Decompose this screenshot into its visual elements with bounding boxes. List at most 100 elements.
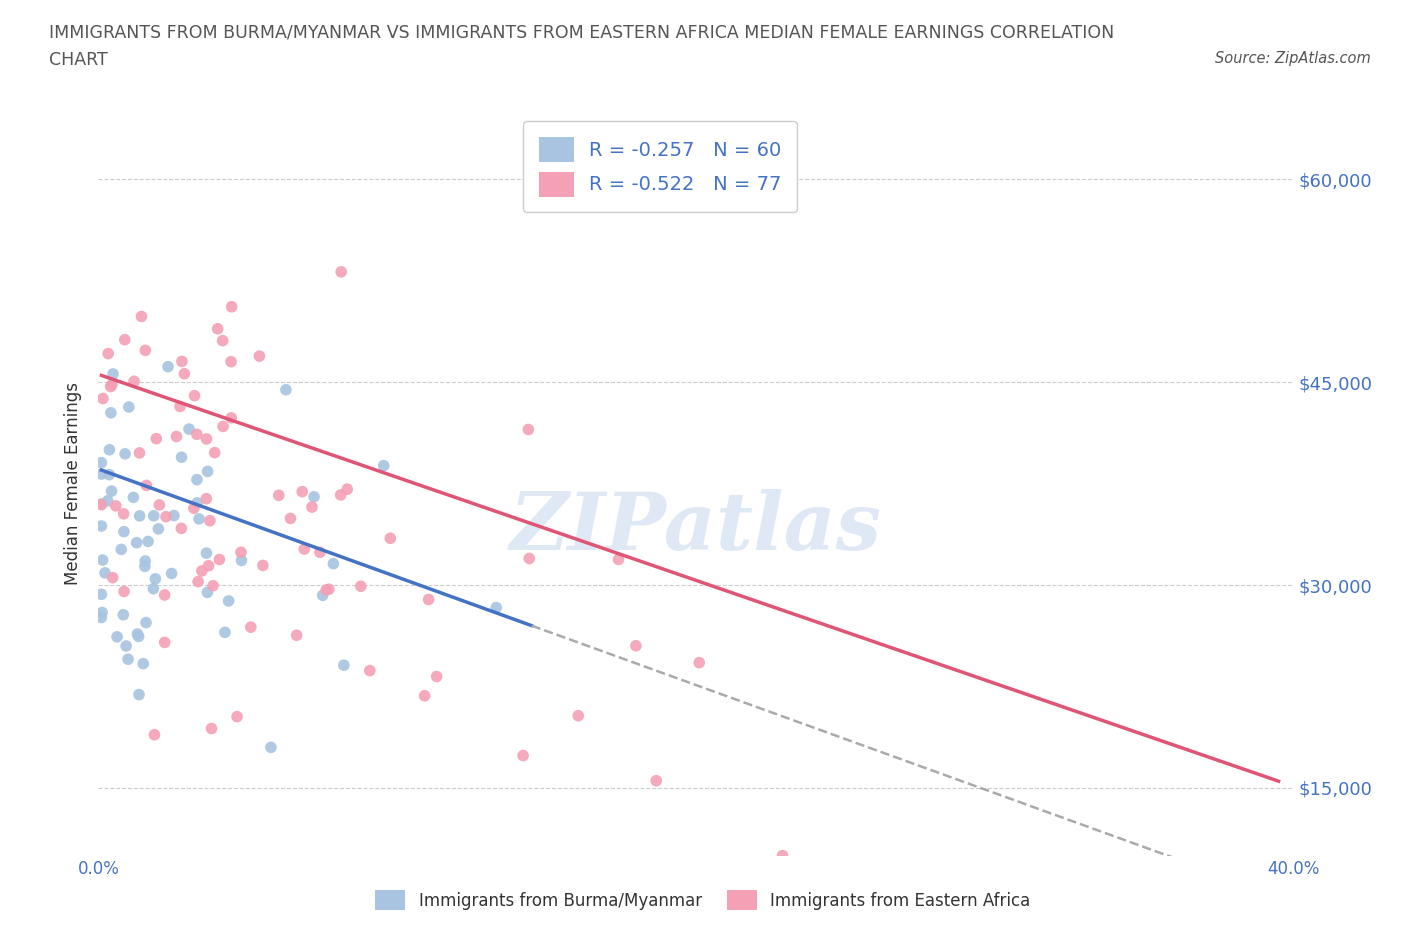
Point <box>226 710 249 724</box>
Point <box>100 405 122 420</box>
Point <box>114 332 136 347</box>
Point <box>191 564 214 578</box>
Point <box>142 581 165 596</box>
Point <box>688 655 710 670</box>
Point <box>187 574 209 589</box>
Point <box>101 366 124 381</box>
Point <box>170 354 193 369</box>
Point <box>207 322 229 337</box>
Point <box>219 410 242 425</box>
Point <box>350 578 373 593</box>
Point <box>153 588 176 603</box>
Point <box>114 446 136 461</box>
Point <box>426 669 449 684</box>
Point <box>90 456 112 471</box>
Point <box>170 450 193 465</box>
Point <box>291 485 314 499</box>
Point <box>211 333 233 348</box>
Point <box>90 587 112 602</box>
Point <box>231 553 253 568</box>
Point <box>118 400 141 415</box>
Point <box>90 467 112 482</box>
Point <box>135 615 157 630</box>
Point <box>91 605 114 620</box>
Point <box>153 635 176 650</box>
Point <box>91 392 114 406</box>
Point <box>177 421 200 436</box>
Point <box>418 592 440 607</box>
Point <box>301 499 323 514</box>
Point <box>336 482 359 497</box>
Point <box>112 525 135 539</box>
Point <box>110 542 132 557</box>
Point <box>229 545 252 560</box>
Point <box>101 378 124 392</box>
Legend: R = -0.257   N = 60, R = -0.522   N = 77: R = -0.257 N = 60, R = -0.522 N = 77 <box>523 121 797 212</box>
Point <box>122 490 145 505</box>
Point <box>169 399 191 414</box>
Point <box>143 727 166 742</box>
Point <box>98 443 121 458</box>
Point <box>145 432 167 446</box>
Point <box>148 522 170 537</box>
Point <box>198 513 221 528</box>
Point <box>156 359 179 374</box>
Point <box>135 478 157 493</box>
Point <box>132 657 155 671</box>
Point <box>104 498 127 513</box>
Point <box>97 346 120 361</box>
Point <box>318 582 340 597</box>
Point <box>274 382 297 397</box>
Point <box>183 388 205 403</box>
Legend: Immigrants from Burma/Myanmar, Immigrants from Eastern Africa: Immigrants from Burma/Myanmar, Immigrant… <box>368 884 1038 917</box>
Point <box>127 627 149 642</box>
Y-axis label: Median Female Earnings: Median Female Earnings <box>65 382 83 585</box>
Point <box>302 489 325 504</box>
Point <box>186 427 208 442</box>
Point <box>142 509 165 524</box>
Point <box>134 343 156 358</box>
Point <box>218 593 240 608</box>
Text: Source: ZipAtlas.com: Source: ZipAtlas.com <box>1215 51 1371 66</box>
Point <box>155 510 177 525</box>
Point <box>772 848 794 863</box>
Point <box>292 541 315 556</box>
Point <box>200 721 222 736</box>
Point <box>128 509 150 524</box>
Point <box>517 422 540 437</box>
Point <box>145 571 167 586</box>
Point <box>186 496 208 511</box>
Point <box>645 773 668 788</box>
Point <box>280 511 302 525</box>
Point <box>117 652 139 667</box>
Point <box>315 582 337 597</box>
Point <box>112 584 135 599</box>
Point <box>485 600 508 615</box>
Point <box>624 638 647 653</box>
Point <box>512 748 534 763</box>
Point <box>128 687 150 702</box>
Point <box>90 519 112 534</box>
Point <box>322 556 344 571</box>
Point <box>112 507 135 522</box>
Point <box>98 467 121 482</box>
Point <box>359 663 381 678</box>
Point <box>607 552 630 567</box>
Point <box>373 458 395 473</box>
Point <box>90 497 112 512</box>
Point <box>214 625 236 640</box>
Point <box>204 445 226 460</box>
Point <box>173 366 195 381</box>
Point <box>380 531 402 546</box>
Point <box>163 508 186 523</box>
Point <box>311 588 333 603</box>
Point <box>517 551 540 566</box>
Point <box>128 629 150 644</box>
Point <box>195 491 218 506</box>
Point <box>413 688 436 703</box>
Point <box>136 534 159 549</box>
Point <box>195 432 218 446</box>
Point <box>122 374 145 389</box>
Point <box>97 493 120 508</box>
Point <box>212 418 235 433</box>
